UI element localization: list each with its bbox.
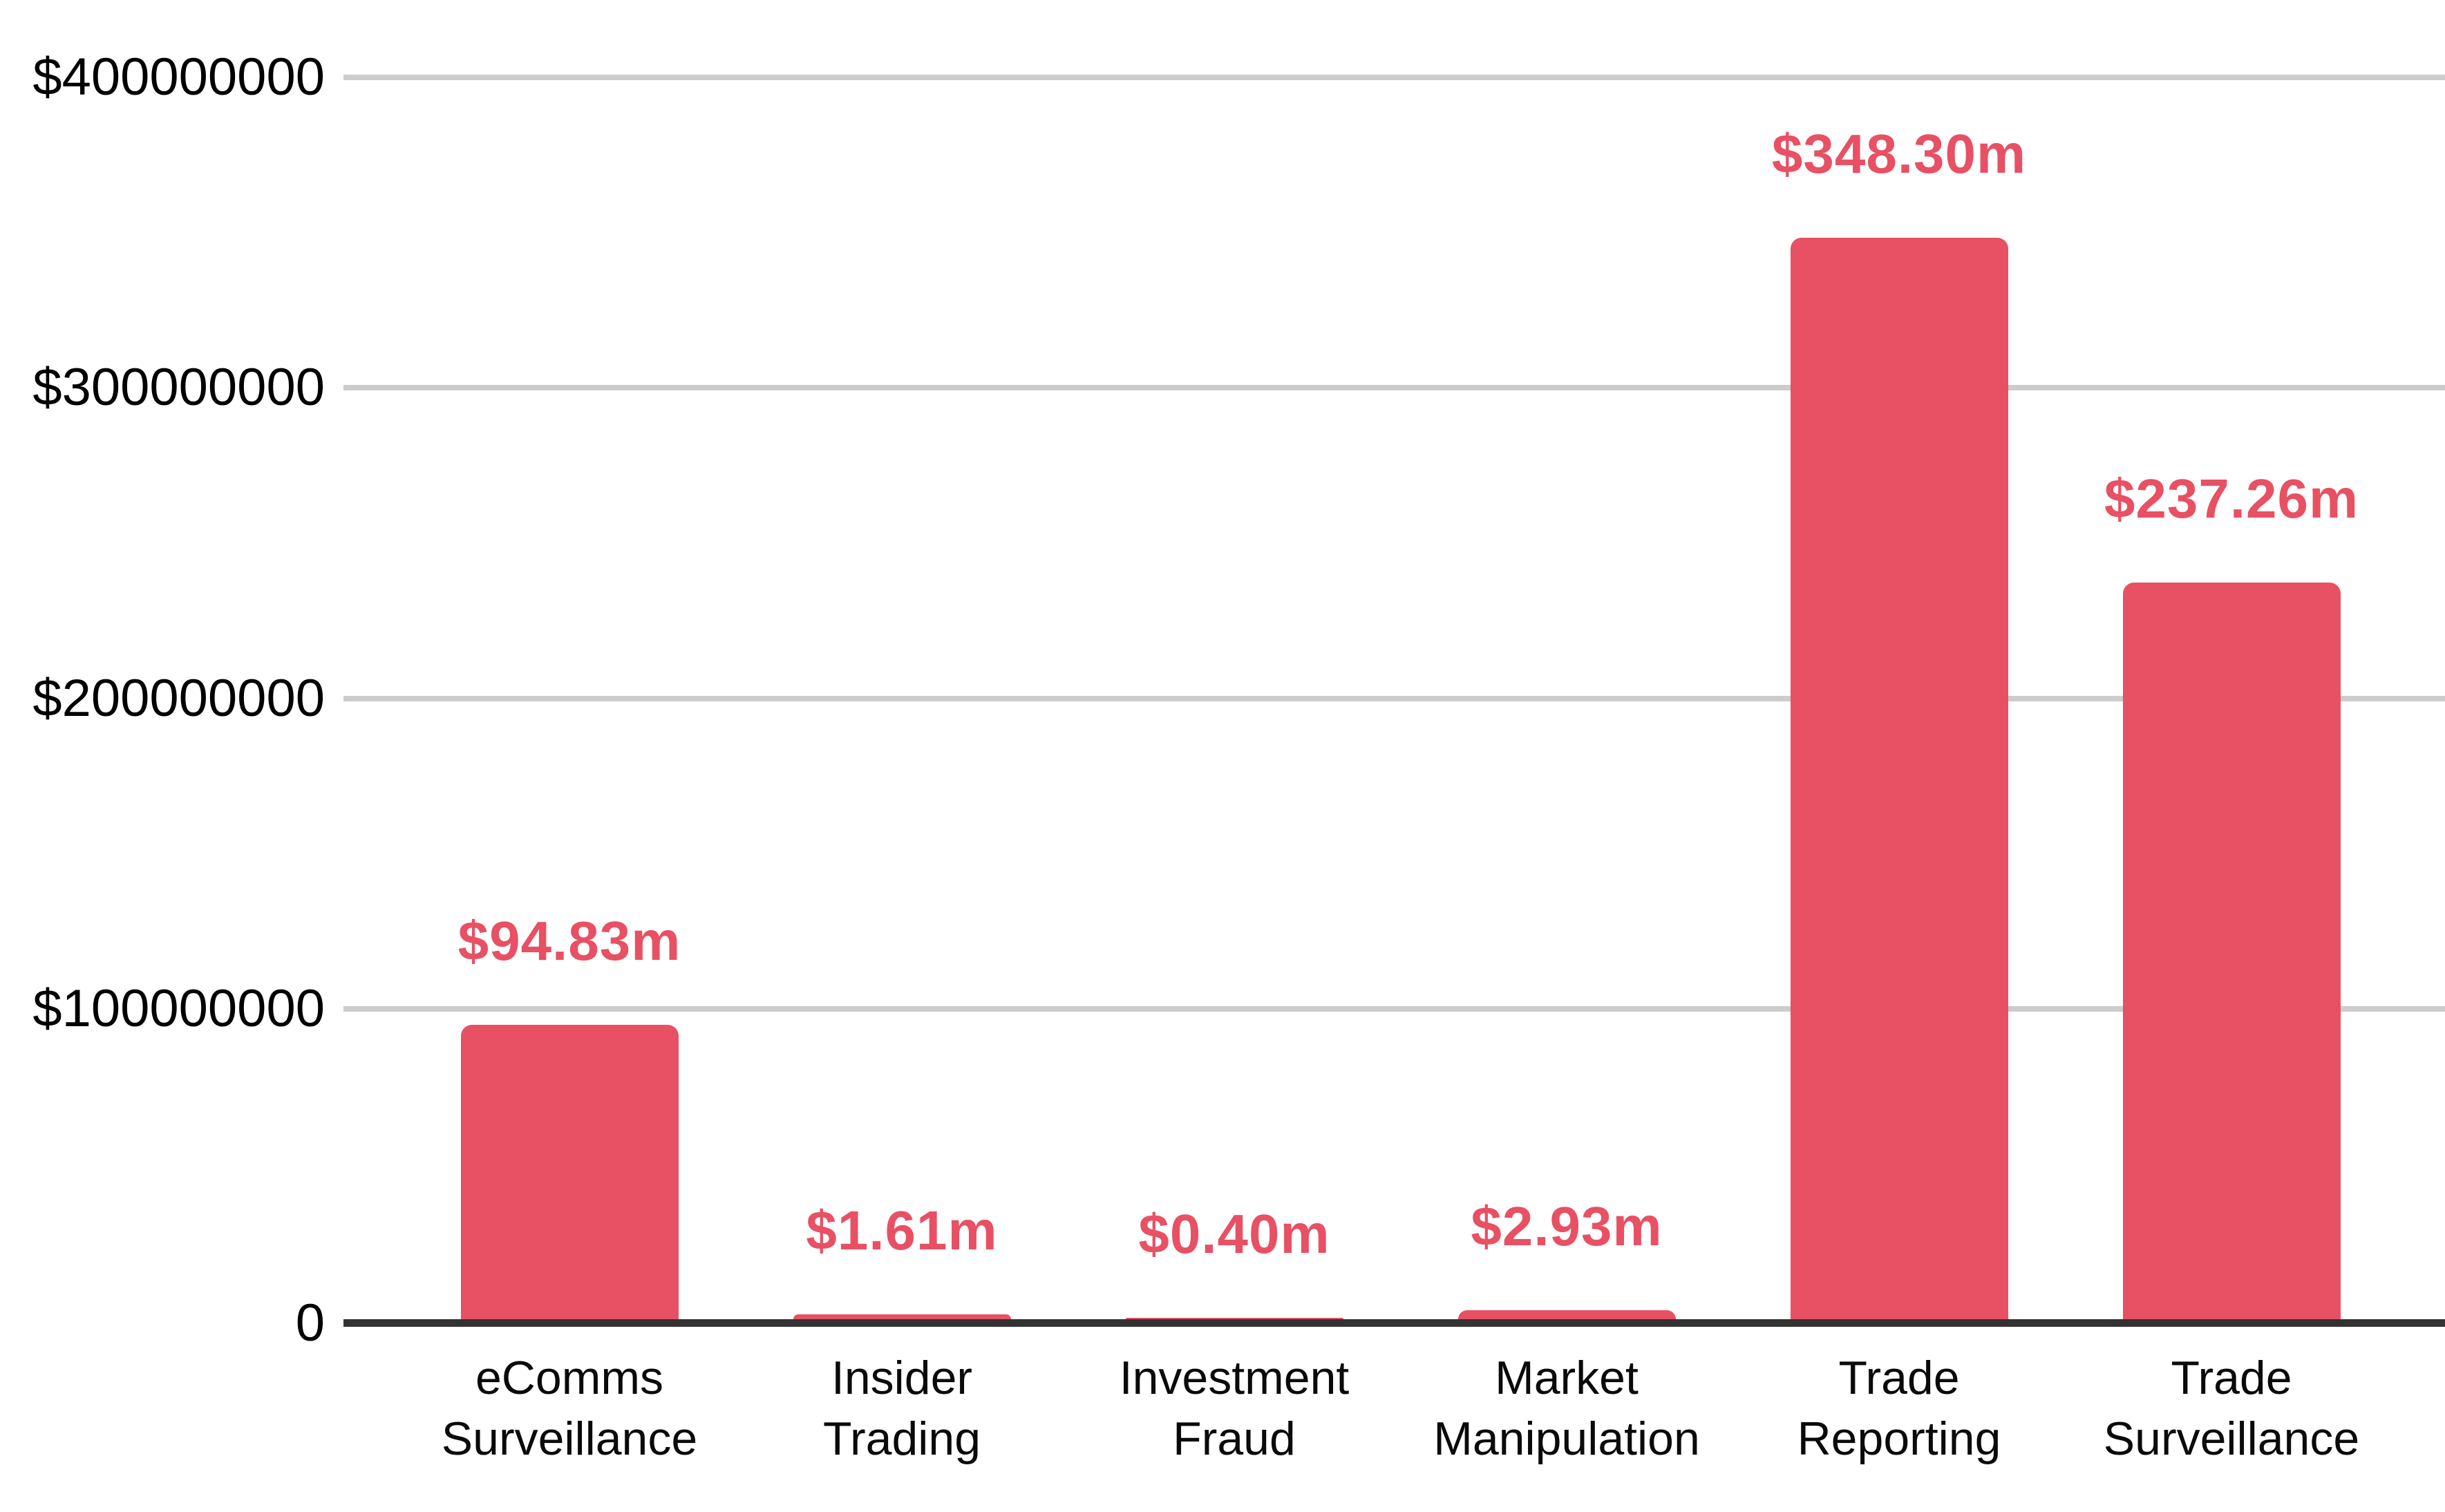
gridline (343, 75, 2445, 80)
x-axis-label-line: Surveillance (441, 1412, 698, 1465)
category-slot-investment-fraud: $0.40m Investment Fraud (1068, 0, 1401, 1512)
bar-trade-surveillance[interactable] (2122, 583, 2341, 1319)
bar-investment-fraud[interactable] (1125, 1318, 1343, 1319)
bar-trade-reporting[interactable] (1790, 238, 2008, 1319)
category-slot-trade-surveillance: $237.26m Trade Surveillance (2066, 0, 2398, 1512)
x-axis-label-insider-trading: Insider Trading (695, 1348, 1110, 1469)
y-tick-label: $300000000 (32, 358, 325, 417)
value-label-insider-trading: $1.61m (806, 1199, 998, 1261)
value-label-investment-fraud: $0.40m (1138, 1203, 1330, 1265)
y-tick-label: $200000000 (32, 668, 325, 728)
x-axis-label-line: Fraud (1173, 1412, 1296, 1465)
category-slot-ecomms-surveillance: $94.83m eComms Surveillance (404, 0, 736, 1512)
x-axis-label-line: Trade (2171, 1352, 2292, 1404)
x-axis-label-trade-reporting: Trade Reporting (1692, 1348, 2107, 1469)
gridline (343, 385, 2445, 391)
x-axis-label-investment-fraud: Investment Fraud (1027, 1348, 1442, 1469)
x-axis-label-line: Trade (1838, 1352, 1960, 1404)
x-axis-label-line: Investment (1119, 1352, 1350, 1404)
x-axis-label-line: Insider (831, 1352, 973, 1404)
x-axis-label-line: Surveillance (2103, 1412, 2360, 1465)
x-axis-label-line: Trading (822, 1412, 981, 1465)
bar-market-manipulation[interactable] (1457, 1310, 1676, 1319)
x-axis-line (343, 1319, 2445, 1327)
y-tick-label: 0 (295, 1293, 325, 1352)
bar-ecomms-surveillance[interactable] (460, 1024, 679, 1319)
value-label-ecomms-surveillance: $94.83m (457, 909, 681, 972)
category-slot-trade-reporting: $348.30m Trade Reporting (1733, 0, 2066, 1512)
gridline (343, 1005, 2445, 1012)
y-tick-label: $100000000 (32, 979, 325, 1038)
gridline (343, 695, 2445, 701)
x-axis-label-line: eComms (475, 1352, 664, 1404)
x-axis-label-ecomms-surveillance: eComms Surveillance (362, 1348, 777, 1469)
x-axis-label-line: Market (1495, 1352, 1639, 1404)
value-label-trade-surveillance: $237.26m (2104, 468, 2359, 530)
value-label-market-manipulation: $2.93m (1471, 1195, 1663, 1257)
y-tick-label: $400000000 (32, 48, 325, 106)
value-label-trade-reporting: $348.30m (1771, 123, 2027, 185)
x-axis-label-market-manipulation: Market Manipulation (1359, 1348, 1775, 1469)
category-slot-insider-trading: $1.61m Insider Trading (736, 0, 1068, 1512)
bar-insider-trading[interactable] (793, 1314, 1011, 1319)
category-slot-market-manipulation: $2.93m Market Manipulation (1401, 0, 1733, 1512)
x-axis-label-line: Reporting (1797, 1412, 2001, 1465)
x-axis-label-trade-surveillance: Trade Surveillance (2024, 1348, 2439, 1469)
x-axis-label-line: Manipulation (1433, 1412, 1700, 1465)
